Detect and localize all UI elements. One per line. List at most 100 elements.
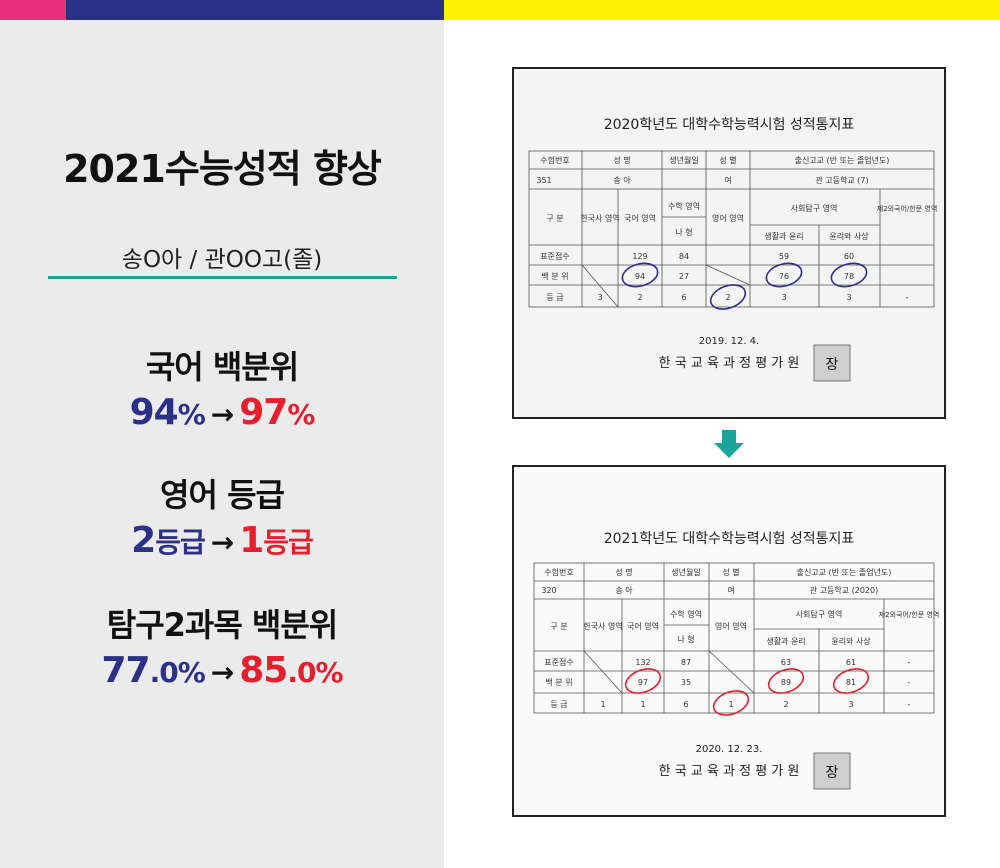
stat-label: 국어 백분위 bbox=[145, 348, 299, 386]
svg-text:-: - bbox=[906, 293, 909, 302]
svg-text:132: 132 bbox=[635, 658, 650, 667]
right-arrow-icon: → bbox=[210, 656, 234, 689]
official-seal bbox=[813, 344, 851, 382]
svg-text:장: 장 bbox=[826, 765, 839, 781]
svg-text:사회탐구 영역: 사회탐구 영역 bbox=[796, 609, 843, 619]
svg-text:생활과 윤리: 생활과 윤리 bbox=[766, 636, 805, 646]
svg-text:97: 97 bbox=[638, 678, 648, 687]
stat-korean: 국어 백분위 94% → 97% bbox=[0, 342, 444, 433]
top-color-bar bbox=[0, 0, 1000, 20]
right-arrow-icon: → bbox=[210, 526, 234, 559]
svg-text:한국사 영역: 한국사 영역 bbox=[580, 213, 619, 223]
svg-text:영어 영역: 영어 영역 bbox=[715, 621, 747, 631]
svg-text:등 급: 등 급 bbox=[546, 293, 563, 302]
right-arrow-icon: → bbox=[210, 398, 234, 431]
svg-text:표준점수: 표준점수 bbox=[544, 657, 573, 667]
svg-text:81: 81 bbox=[846, 678, 856, 687]
svg-text:백 분 위: 백 분 위 bbox=[545, 677, 572, 687]
svg-text:등 급: 등 급 bbox=[550, 700, 567, 709]
svg-text:여: 여 bbox=[724, 175, 731, 185]
svg-text:84: 84 bbox=[679, 252, 689, 261]
stat-inquiry: 탐구2과목 백분위 77.0% → 85.0% bbox=[0, 600, 444, 691]
svg-text:1: 1 bbox=[728, 700, 733, 709]
svg-text:여: 여 bbox=[727, 585, 734, 595]
stat-after: 85.0% bbox=[239, 650, 343, 691]
svg-text:한 국 교 육 과 정 평 가 원: 한 국 교 육 과 정 평 가 원 bbox=[659, 356, 800, 371]
report-after-table: 2021학년도 대학수학능력시험 성적통지표 bbox=[514, 467, 944, 815]
pen-circles bbox=[624, 668, 870, 716]
svg-text:윤리와 사상: 윤리와 사상 bbox=[829, 231, 869, 241]
svg-text:한국사 영역: 한국사 영역 bbox=[583, 621, 622, 631]
svg-text:국어 영역: 국어 영역 bbox=[627, 621, 659, 631]
stat-after: 97% bbox=[239, 392, 315, 433]
stat-english: 영어 등급 2등급 → 1등급 bbox=[0, 470, 444, 561]
report-panel: 2020학년도 대학수학능력시험 성적통지표 bbox=[444, 20, 1000, 868]
svg-text:관 고등학교 (2020): 관 고등학교 (2020) bbox=[810, 585, 879, 595]
svg-text:59: 59 bbox=[779, 252, 789, 261]
stat-value: 2등급 → 1등급 bbox=[0, 520, 444, 561]
svg-text:송 아: 송 아 bbox=[613, 175, 631, 185]
top-bar-pink bbox=[0, 0, 66, 20]
report-card-before: 2020학년도 대학수학능력시험 성적통지표 bbox=[512, 67, 946, 419]
svg-text:89: 89 bbox=[781, 678, 791, 687]
svg-text:76: 76 bbox=[779, 272, 789, 281]
stat-before: 2등급 bbox=[131, 520, 206, 561]
stat-label: 영어 등급 bbox=[160, 476, 285, 514]
svg-text:구 분: 구 분 bbox=[546, 214, 563, 223]
svg-text:생년월일: 생년월일 bbox=[671, 567, 700, 577]
report-title: 2020학년도 대학수학능력시험 성적통지표 bbox=[604, 117, 855, 133]
svg-text:2: 2 bbox=[783, 700, 788, 709]
report-before-table: 2020학년도 대학수학능력시험 성적통지표 bbox=[514, 69, 944, 417]
svg-text:-: - bbox=[908, 658, 911, 667]
svg-text:영어 영역: 영어 영역 bbox=[712, 213, 744, 223]
svg-text:27: 27 bbox=[679, 272, 689, 281]
stat-value: 77.0% → 85.0% bbox=[0, 650, 444, 691]
svg-text:수학 영역: 수학 영역 bbox=[670, 609, 702, 619]
svg-text:60: 60 bbox=[844, 252, 854, 261]
svg-text:장: 장 bbox=[826, 357, 839, 373]
svg-text:87: 87 bbox=[681, 658, 691, 667]
stat-value: 94% → 97% bbox=[0, 392, 444, 433]
svg-text:성 명: 성 명 bbox=[613, 155, 630, 165]
title-divider bbox=[48, 276, 397, 279]
svg-text:수학 영역: 수학 영역 bbox=[668, 201, 700, 211]
svg-text:성 명: 성 명 bbox=[615, 567, 632, 577]
svg-text:생년월일: 생년월일 bbox=[669, 155, 698, 165]
svg-text:63: 63 bbox=[781, 658, 791, 667]
stat-after: 1등급 bbox=[239, 520, 314, 561]
official-seal bbox=[813, 752, 851, 790]
svg-text:3: 3 bbox=[846, 293, 851, 302]
svg-text:3: 3 bbox=[848, 700, 853, 709]
svg-text:나 형: 나 형 bbox=[677, 635, 694, 644]
svg-text:생활과 윤리: 생활과 윤리 bbox=[764, 231, 803, 241]
svg-text:사회탐구 영역: 사회탐구 영역 bbox=[791, 203, 838, 213]
down-arrow-icon bbox=[714, 430, 744, 458]
svg-text:성 별: 성 별 bbox=[719, 155, 736, 165]
svg-text:6: 6 bbox=[681, 293, 686, 302]
top-bar-yellow bbox=[444, 0, 1000, 20]
svg-text:한 국 교 육 과 정 평 가 원: 한 국 교 육 과 정 평 가 원 bbox=[659, 764, 800, 779]
svg-text:35: 35 bbox=[681, 678, 691, 687]
report-card-after: 2021학년도 대학수학능력시험 성적통지표 bbox=[512, 465, 946, 817]
svg-text:2: 2 bbox=[637, 293, 642, 302]
svg-text:78: 78 bbox=[844, 272, 854, 281]
svg-text:나 형: 나 형 bbox=[675, 228, 692, 237]
svg-text:129: 129 bbox=[632, 252, 647, 261]
page-title: 2021수능성적 향상 bbox=[63, 147, 382, 191]
svg-text:성 별: 성 별 bbox=[722, 567, 739, 577]
svg-text:94: 94 bbox=[635, 272, 645, 281]
svg-text:수험번호: 수험번호 bbox=[540, 156, 569, 165]
svg-text:3: 3 bbox=[781, 293, 786, 302]
svg-text:320: 320 bbox=[541, 586, 556, 595]
svg-text:윤리와 사상: 윤리와 사상 bbox=[831, 636, 871, 646]
report-title: 2021학년도 대학수학능력시험 성적통지표 bbox=[604, 531, 855, 547]
svg-text:표준점수: 표준점수 bbox=[540, 251, 569, 261]
svg-text:1: 1 bbox=[600, 700, 605, 709]
stat-before: 94% bbox=[129, 392, 206, 433]
summary-panel: 2021수능성적 향상 송O아 / 관OO고(졸) 국어 백분위 94% → 97%… bbox=[0, 20, 444, 868]
pen-circles bbox=[621, 262, 868, 310]
svg-text:출신고교 (반 또는 졸업년도): 출신고교 (반 또는 졸업년도) bbox=[797, 567, 892, 577]
svg-text:-: - bbox=[908, 700, 911, 709]
svg-text:-: - bbox=[908, 678, 911, 687]
svg-text:61: 61 bbox=[846, 658, 856, 667]
